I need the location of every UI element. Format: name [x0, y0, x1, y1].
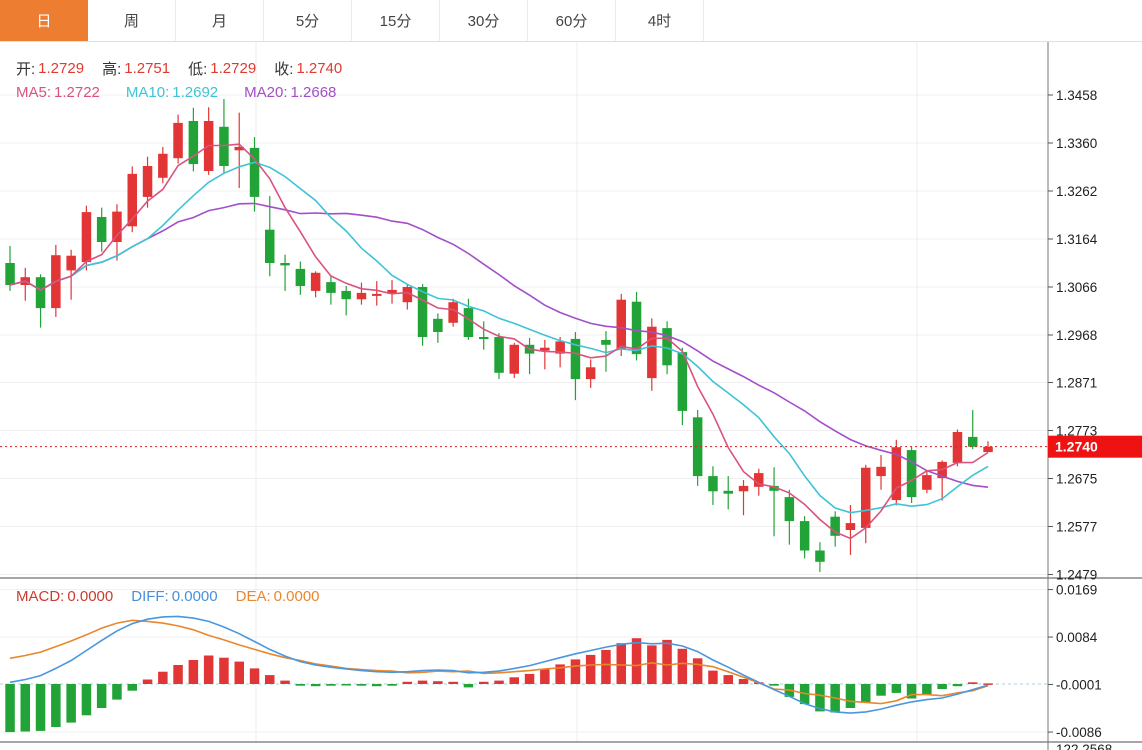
tab-day[interactable]: 日	[0, 0, 88, 41]
panel-separators	[0, 42, 1142, 750]
tab-label: 5分	[295, 13, 320, 30]
tab-label: 60分	[555, 13, 588, 30]
dea-line	[9, 619, 989, 705]
macd-histogram	[5, 638, 993, 733]
tab-label: 4时	[647, 13, 672, 30]
diff-line	[9, 615, 989, 714]
tab-week[interactable]: 周	[88, 0, 176, 41]
chart-area: 1.3458 1.3360 1.3262 1.3164 1.3066 1.2968 1.28…	[0, 42, 1142, 750]
tab-60min[interactable]: 60分	[528, 0, 616, 41]
svg-text:1.3360: 1.3360	[1056, 136, 1097, 151]
svg-text:0.0084: 0.0084	[1056, 630, 1098, 645]
svg-text:0.0169: 0.0169	[1056, 583, 1097, 598]
macd-gridlines	[0, 589, 1048, 733]
svg-text:1.3262: 1.3262	[1056, 184, 1097, 199]
svg-text:1.2479: 1.2479	[1056, 568, 1097, 583]
ma5-line	[9, 143, 989, 540]
current-price-tag: 1.2740	[1048, 435, 1142, 458]
ma10-line	[9, 161, 989, 514]
svg-text:1.3164: 1.3164	[1056, 232, 1098, 247]
price-gridlines	[0, 94, 1048, 576]
bottom-partial-axis-label: 122.2568	[1056, 742, 1112, 750]
price-axis-labels: 1.3458 1.3360 1.3262 1.3164 1.3066 1.2968 1.28…	[1048, 88, 1098, 583]
tab-label: 日	[36, 13, 52, 30]
tab-label: 月	[211, 13, 227, 30]
timeframe-tabbar: 日 周 月 5分 15分 30分 60分 4时	[0, 0, 1142, 42]
svg-text:1.2740: 1.2740	[1055, 439, 1098, 455]
svg-text:1.2675: 1.2675	[1056, 472, 1097, 487]
svg-text:1.2577: 1.2577	[1056, 520, 1097, 535]
svg-text:1.3458: 1.3458	[1056, 88, 1097, 103]
svg-text:1.2968: 1.2968	[1056, 328, 1097, 343]
svg-text:-0.0086: -0.0086	[1056, 725, 1102, 740]
ma20-line	[9, 202, 989, 488]
svg-text:1.3066: 1.3066	[1056, 280, 1097, 295]
tab-month[interactable]: 月	[176, 0, 264, 41]
svg-text:1.2871: 1.2871	[1056, 376, 1097, 391]
tab-label: 周	[123, 13, 139, 30]
svg-text:-0.0001: -0.0001	[1056, 678, 1102, 693]
tab-4hour[interactable]: 4时	[616, 0, 704, 41]
tab-5min[interactable]: 5分	[264, 0, 352, 41]
chart-svg: 1.3458 1.3360 1.3262 1.3164 1.3066 1.2968 1.28…	[0, 42, 1142, 750]
tab-15min[interactable]: 15分	[352, 0, 440, 41]
tab-label: 30分	[467, 13, 500, 30]
tab-label: 15分	[379, 13, 412, 30]
tab-30min[interactable]: 30分	[440, 0, 528, 41]
macd-axis-labels: 0.0169 0.0084 -0.0001 -0.0086	[1048, 583, 1102, 740]
svg-text:1.2773: 1.2773	[1056, 424, 1097, 439]
